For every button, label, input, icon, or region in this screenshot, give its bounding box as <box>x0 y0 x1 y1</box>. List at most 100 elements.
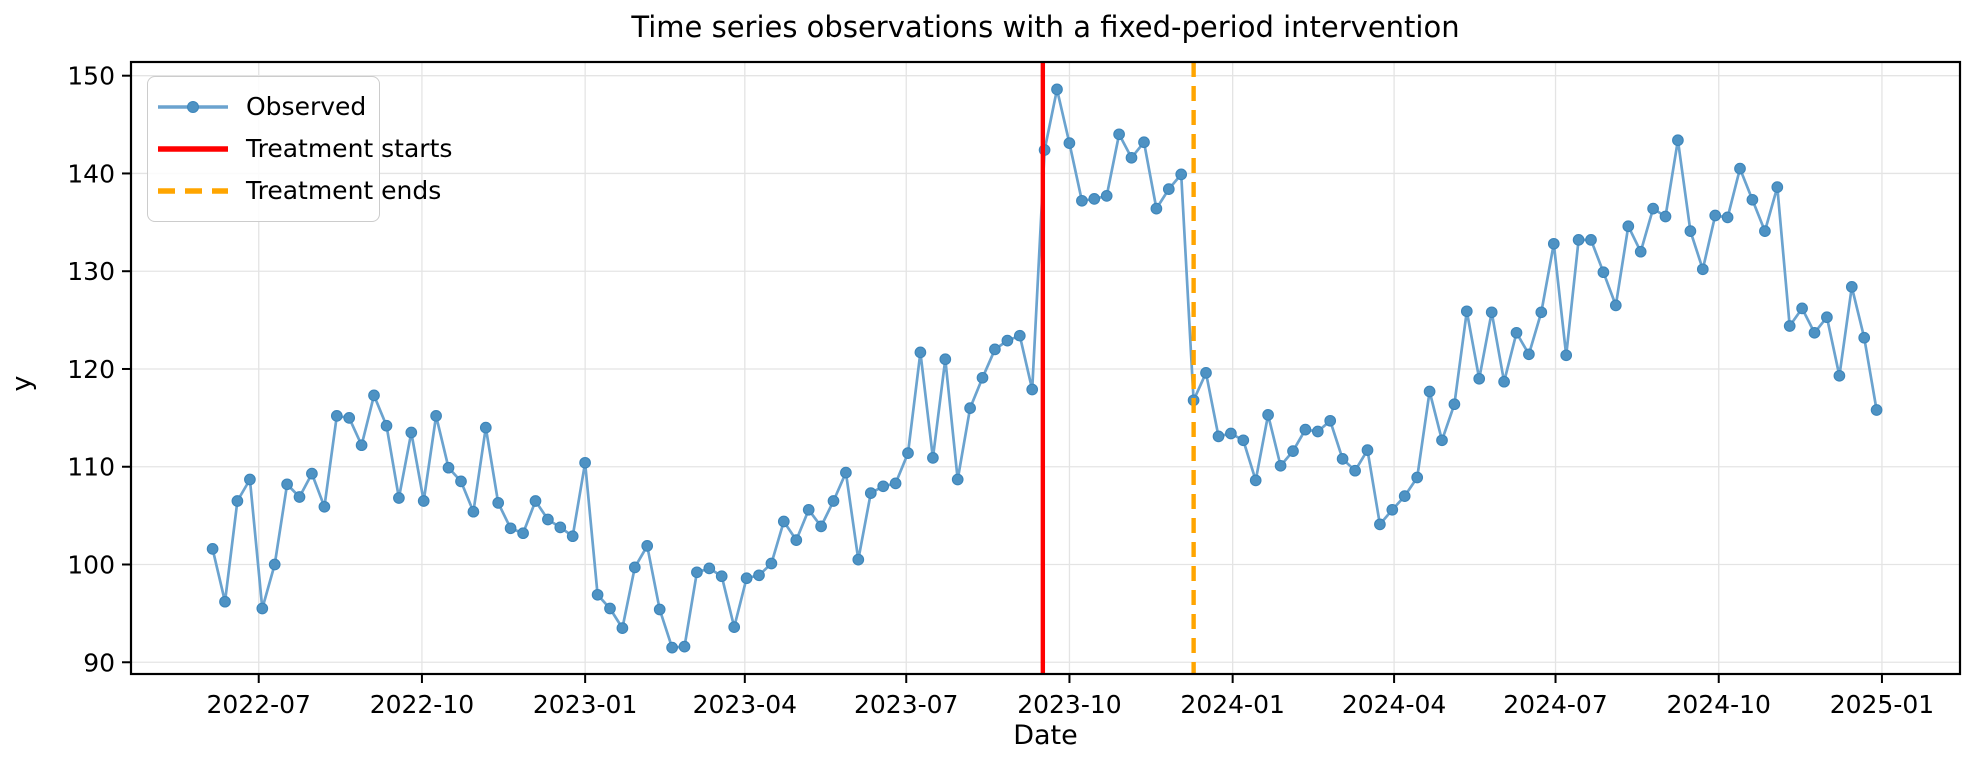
x-tick-label: 2023-10 <box>1017 690 1121 719</box>
data-point-marker <box>740 572 753 585</box>
data-point-marker <box>728 621 741 633</box>
data-point-marker <box>1100 190 1113 202</box>
data-point-marker <box>380 419 393 432</box>
data-point-marker <box>1783 320 1796 332</box>
data-point-marker <box>765 557 778 570</box>
data-point-marker <box>1585 234 1597 246</box>
data-point-marker <box>256 602 269 615</box>
y-tick-label: 130 <box>67 257 115 286</box>
data-point-marker <box>1734 162 1746 175</box>
data-point-marker <box>1212 430 1225 443</box>
y-tick-label: 120 <box>67 355 115 384</box>
legend-label-treatment-starts: Treatment starts <box>246 133 453 163</box>
legend-item-observed: Observed <box>148 85 379 127</box>
data-point-marker <box>802 503 815 516</box>
data-point-marker <box>715 570 728 583</box>
data-point-marker <box>1808 326 1821 339</box>
data-point-marker <box>455 475 467 488</box>
data-point-marker <box>343 412 356 424</box>
data-point-marker <box>1001 334 1014 347</box>
x-tick-label: 2024-07 <box>1503 690 1607 719</box>
data-point-marker <box>417 495 430 507</box>
data-point-marker <box>293 491 306 503</box>
data-point-marker <box>889 477 902 490</box>
data-point-marker <box>616 622 629 634</box>
data-point-marker <box>1721 211 1734 224</box>
data-point-marker <box>1162 183 1175 195</box>
x-tick-label: 2024-04 <box>1342 690 1446 719</box>
data-point-marker <box>1225 427 1237 440</box>
data-point-marker <box>1076 194 1088 207</box>
data-point-marker <box>479 421 492 434</box>
observed-series-markers <box>206 83 1883 654</box>
data-point-marker <box>1696 263 1709 276</box>
data-point-marker <box>1324 414 1337 427</box>
data-point-marker <box>628 561 641 574</box>
data-point-marker <box>653 603 666 616</box>
data-point-marker <box>306 467 318 480</box>
x-tick-label: 2023-04 <box>693 690 797 719</box>
y-tick-label: 100 <box>67 551 115 580</box>
data-point-marker <box>1088 193 1101 205</box>
data-point-marker <box>206 543 219 555</box>
legend: Observed Treatment starts Treatment ends <box>147 76 452 222</box>
data-point-marker <box>1336 453 1349 465</box>
legend-label-observed: Observed <box>246 91 367 121</box>
data-point-marker <box>1436 434 1448 447</box>
data-point-marker <box>1460 305 1473 318</box>
data-point-marker <box>1759 225 1771 237</box>
legend-item-treatment-starts: Treatment starts <box>148 127 452 169</box>
data-point-marker <box>1361 444 1374 456</box>
data-point-marker <box>989 343 1001 356</box>
data-point-marker <box>467 505 480 518</box>
y-tick-label: 150 <box>67 62 115 91</box>
data-point-marker <box>1709 209 1722 222</box>
data-point-marker <box>641 540 654 552</box>
data-point-marker <box>1423 385 1436 398</box>
data-point-marker <box>1200 367 1212 379</box>
data-point-marker <box>492 497 505 509</box>
data-point-marker <box>1287 445 1299 457</box>
data-point-marker <box>566 530 579 543</box>
treatment-lines <box>1040 62 1196 674</box>
data-point-marker <box>219 595 231 608</box>
data-point-marker <box>554 521 567 534</box>
data-point-marker <box>393 492 405 504</box>
data-point-marker <box>1374 518 1386 531</box>
data-point-marker <box>1771 181 1784 193</box>
data-point-marker <box>1684 225 1697 237</box>
data-point-marker <box>877 480 890 493</box>
data-point-marker <box>1249 474 1262 487</box>
data-point-marker <box>1274 459 1287 472</box>
data-point-marker <box>1386 503 1399 516</box>
data-point-marker <box>1833 369 1846 382</box>
data-point-marker <box>504 522 517 535</box>
data-point-marker <box>864 487 877 499</box>
data-point-marker <box>1013 329 1026 342</box>
data-point-marker <box>231 495 244 507</box>
data-point-marker <box>1510 326 1523 339</box>
data-point-marker <box>1609 299 1622 312</box>
data-point-marker <box>430 410 442 422</box>
data-point-marker <box>939 353 952 366</box>
data-point-marker <box>777 515 790 528</box>
data-point-marker <box>368 389 380 402</box>
data-point-marker <box>1845 281 1858 293</box>
data-point-marker <box>1547 237 1560 250</box>
data-point-marker <box>1560 349 1573 362</box>
data-point-marker <box>1311 425 1324 438</box>
legend-item-treatment-ends: Treatment ends <box>148 169 441 211</box>
data-point-marker <box>529 495 542 507</box>
x-tick-label: 2022-10 <box>370 690 474 719</box>
observed-line-swatch-icon <box>156 99 230 113</box>
data-point-marker <box>976 371 989 384</box>
data-point-marker <box>604 602 616 615</box>
data-point-marker <box>1051 83 1063 96</box>
data-point-marker <box>579 456 591 469</box>
data-point-marker <box>355 439 368 452</box>
data-point-marker <box>405 426 418 439</box>
chart-title: Time series observations with a fixed-pe… <box>631 10 1460 44</box>
data-point-marker <box>1349 464 1361 477</box>
data-point-marker <box>1659 210 1672 223</box>
